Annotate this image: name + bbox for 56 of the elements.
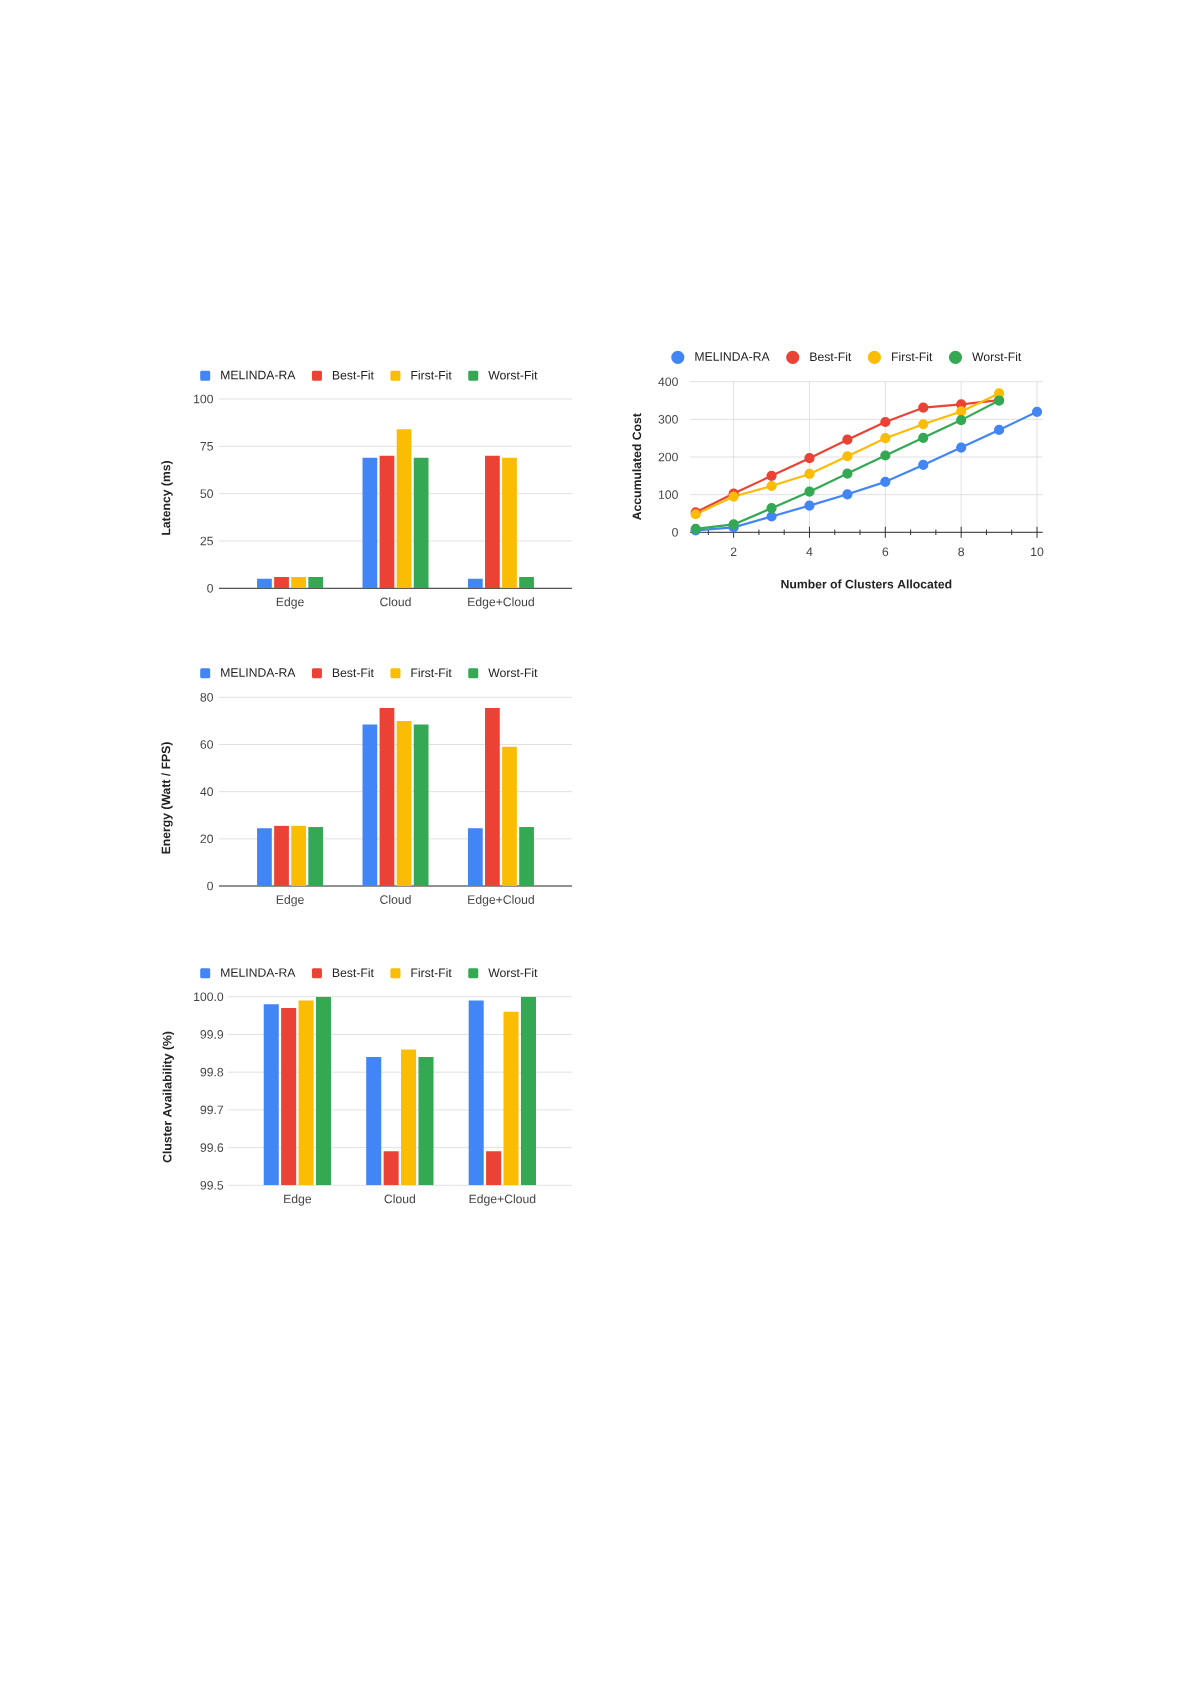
x-tick-label: Cloud bbox=[384, 1194, 415, 1204]
legend-label: Best-Fit bbox=[332, 968, 374, 978]
legend-label: First-Fit bbox=[411, 370, 452, 380]
x-tick-label: 6 bbox=[882, 547, 889, 557]
y-tick-label: 60 bbox=[200, 740, 214, 749]
legend-label: First-Fit bbox=[411, 668, 452, 678]
legend-label: Worst-Fit bbox=[972, 352, 1022, 362]
x-tick-label: Edge bbox=[276, 894, 304, 907]
y-tick-label: 100 bbox=[194, 394, 214, 404]
y-tick-label: 99.9 bbox=[200, 1030, 224, 1039]
legend-label: MELINDA-RA bbox=[695, 352, 770, 361]
legend-label: Worst-Fit bbox=[488, 370, 538, 380]
x-tick-label: 10 bbox=[1031, 547, 1044, 557]
x-tick-label: Edge+Cloud bbox=[469, 1194, 536, 1206]
y-tick-label: 0 bbox=[672, 527, 678, 537]
legend-label: Best-Fit bbox=[810, 352, 852, 362]
y-tick-label: 50 bbox=[200, 489, 214, 498]
x-tick-label: 8 bbox=[958, 547, 965, 557]
y-tick-label: 0 bbox=[207, 881, 214, 891]
y-tick-label: 20 bbox=[200, 834, 214, 844]
y-tick-label: 75 bbox=[200, 442, 213, 451]
legend-label: Worst-Fit bbox=[488, 968, 538, 978]
x-tick-label: 2 bbox=[730, 547, 737, 557]
y-axis-title: Energy (Watt / FPS) bbox=[161, 742, 173, 854]
legend-label: Best-Fit bbox=[332, 668, 374, 678]
x-tick-label: Edge+Cloud bbox=[468, 597, 534, 609]
y-tick-label: 99.6 bbox=[200, 1143, 224, 1152]
y-tick-label: 80 bbox=[200, 693, 214, 702]
x-tick-label: Edge bbox=[276, 597, 304, 609]
y-axis-title: Cluster Availability (%) bbox=[162, 1031, 174, 1163]
y-axis-title: Accumulated Cost bbox=[632, 413, 642, 520]
legend-label: First-Fit bbox=[411, 968, 452, 978]
legend-label: Best-Fit bbox=[332, 370, 374, 380]
legend-label: MELINDA-RA bbox=[221, 668, 296, 677]
y-tick-label: 99.7 bbox=[200, 1105, 224, 1115]
y-tick-label: 0 bbox=[207, 583, 214, 593]
legend-label: MELINDA-RA bbox=[221, 370, 296, 380]
y-tick-label: 40 bbox=[200, 787, 214, 796]
y-tick-label: 200 bbox=[658, 452, 678, 462]
y-tick-label: 400 bbox=[658, 377, 678, 387]
x-tick-label: Cloud bbox=[380, 597, 411, 607]
y-tick-label: 99.8 bbox=[200, 1067, 224, 1077]
y-axis-title: Latency (ms) bbox=[161, 461, 173, 535]
legend-label: Worst-Fit bbox=[488, 668, 538, 678]
y-tick-label: 100.0 bbox=[194, 992, 224, 1002]
y-tick-label: 99.5 bbox=[200, 1181, 224, 1190]
x-tick-label: Edge+Cloud bbox=[468, 894, 534, 907]
legend-label: MELINDA-RA bbox=[221, 968, 296, 977]
y-tick-label: 100 bbox=[658, 490, 678, 499]
x-tick-label: Edge bbox=[284, 1194, 312, 1206]
x-tick-label: Cloud bbox=[380, 894, 411, 904]
x-axis-title: Number of Clusters Allocated bbox=[781, 579, 952, 589]
y-tick-label: 300 bbox=[658, 415, 678, 424]
legend-label: First-Fit bbox=[892, 352, 933, 362]
x-tick-label: 4 bbox=[806, 547, 813, 557]
y-tick-label: 25 bbox=[200, 536, 213, 546]
